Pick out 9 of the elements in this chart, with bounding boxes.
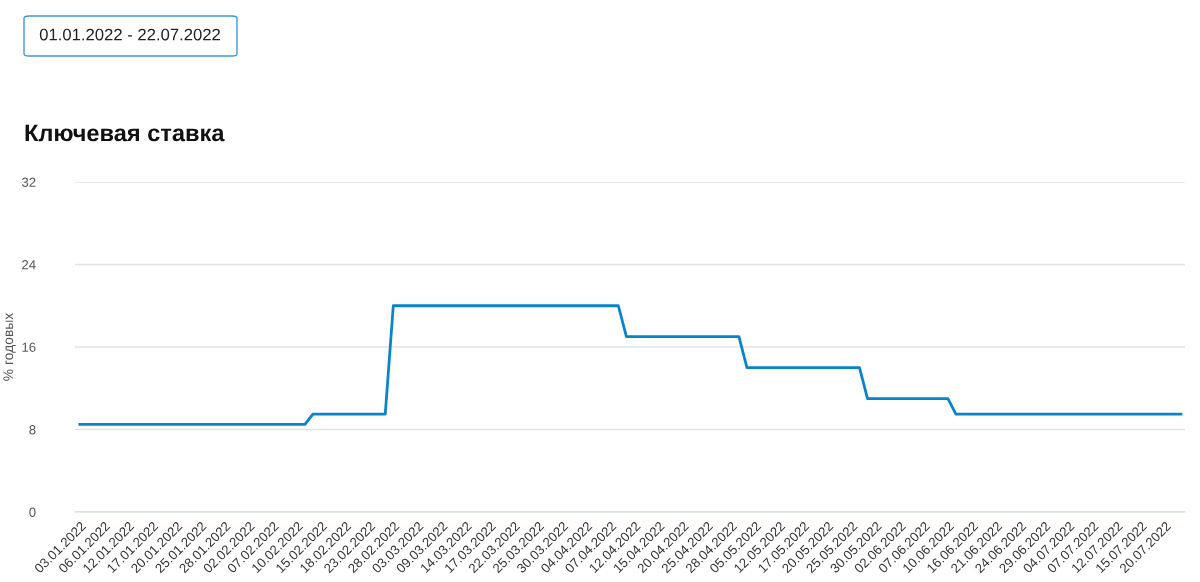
line-series: [78, 304, 1183, 426]
chart-title: Ключевая ставка: [25, 124, 225, 142]
y-tick-label: 32: [21, 177, 36, 187]
y-tick-label: 24: [22, 260, 36, 270]
y-tick-label: 8: [29, 425, 36, 435]
y-tick-label: 0: [29, 507, 36, 517]
y-tick-label: 16: [22, 342, 36, 352]
text: 01.01.2022 - 22.07.2022: [39, 28, 220, 41]
y-axis-title: % годовых: [3, 312, 16, 381]
